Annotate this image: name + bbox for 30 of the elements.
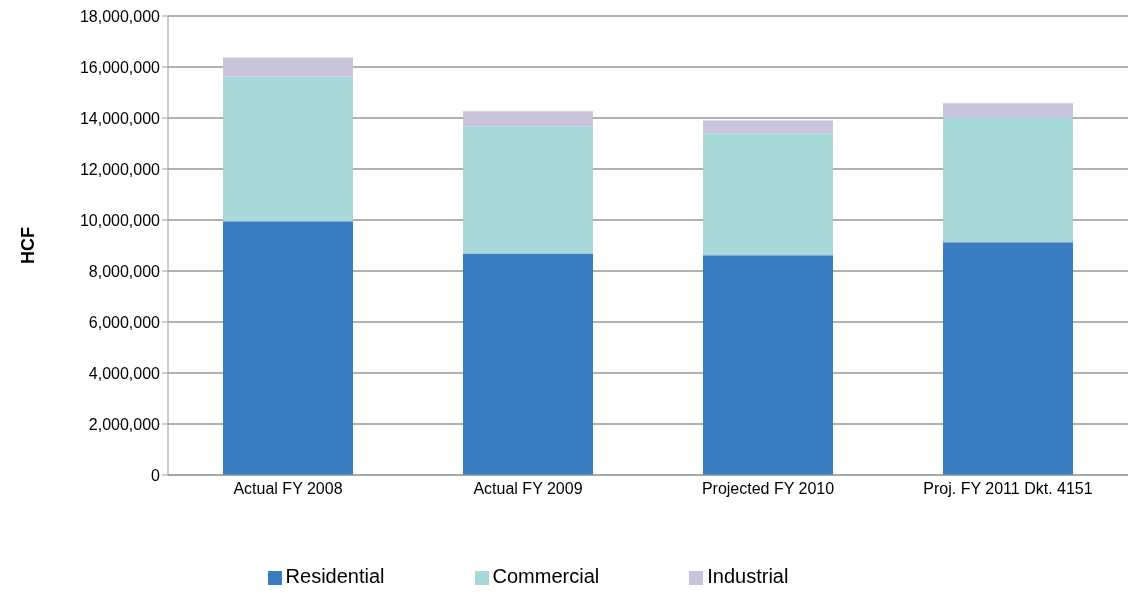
x-tick-label: Actual FY 2009 [473, 480, 583, 498]
y-tick-label: 4,000,000 [88, 364, 161, 382]
bar [943, 103, 1073, 118]
bar [463, 126, 593, 254]
legend-label: Commercial [492, 565, 600, 587]
x-tick-label: Proj. FY 2011 Dkt. 4151 [923, 480, 1093, 498]
x-tick-label: Projected FY 2010 [701, 480, 835, 498]
bar [943, 242, 1073, 475]
y-tick-label: 10,000,000 [79, 211, 161, 229]
bar [223, 221, 353, 475]
legend-label: Industrial [707, 565, 789, 587]
x-tick-label: Actual FY 2008 [233, 480, 343, 498]
bar [223, 57, 353, 77]
y-tick-label: 2,000,000 [88, 415, 161, 433]
bar [223, 76, 353, 222]
bar [703, 133, 833, 256]
y-tick-label: 0 [151, 466, 161, 484]
bar [703, 255, 833, 475]
y-tick-label: 6,000,000 [88, 313, 161, 331]
y-tick-label: 12,000,000 [79, 160, 161, 178]
y-tick-label: 8,000,000 [88, 262, 161, 280]
bar [463, 253, 593, 475]
bar [943, 118, 1073, 243]
legend-label: Residential [285, 565, 385, 587]
y-tick-label: 14,000,000 [79, 109, 161, 127]
y-axis-title: HCF [18, 227, 39, 264]
y-tick-label: 18,000,000 [79, 7, 161, 25]
bar [703, 120, 833, 134]
y-tick-label: 16,000,000 [79, 58, 161, 76]
bar [463, 111, 593, 127]
